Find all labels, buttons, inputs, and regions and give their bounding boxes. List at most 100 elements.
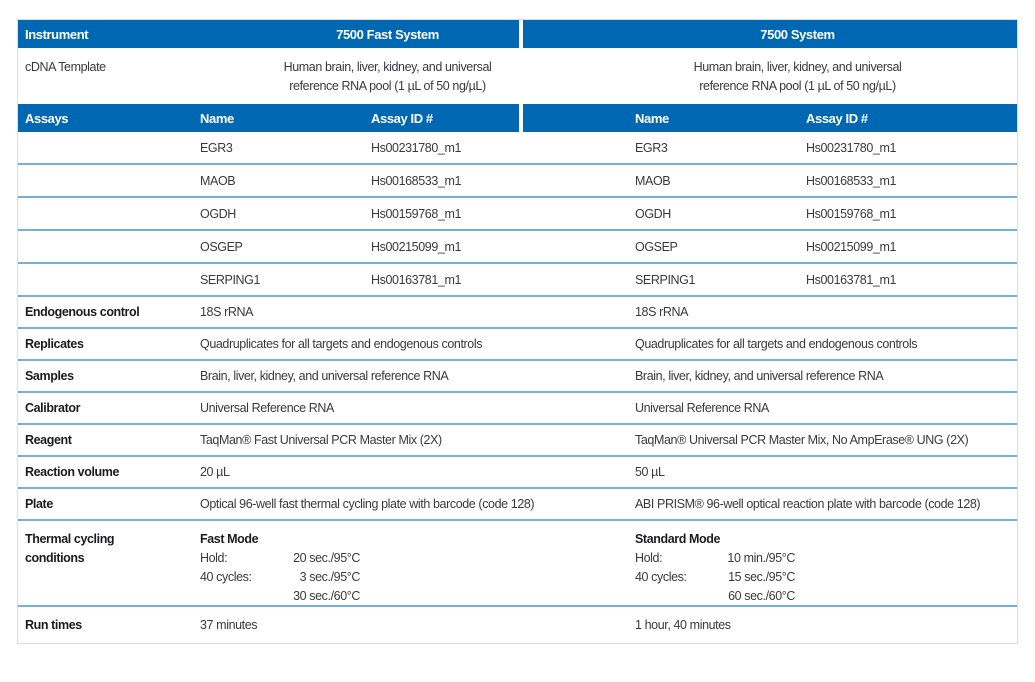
standard-value-text: TaqMan® Universal PCR Master Mix, No Amp… — [635, 433, 969, 447]
assay-id-fast: Hs00231780_m1 — [361, 132, 519, 163]
assay-name-standard: OGSEP — [631, 231, 796, 262]
thermal-cycling-row: Thermal cycling conditions Fast Mode Hol… — [18, 521, 1017, 607]
fast-value: Optical 96-well fast thermal cycling pla… — [196, 489, 535, 519]
assay-name-fast: SERPING1 — [196, 264, 361, 295]
assay-id-text: Hs00163781_m1 — [371, 272, 462, 287]
row-label-text: Replicates — [25, 337, 84, 351]
assay-id-text: Hs00163781_m1 — [806, 272, 897, 287]
detail-row-samples: Samples Brain, liver, kidney, and univer… — [18, 361, 1017, 393]
fast-value: TaqMan® Fast Universal PCR Master Mix (2… — [196, 425, 519, 455]
fast-assay-id-header-text: Assay ID # — [371, 110, 433, 126]
standard-value: 1 hour, 40 minutes — [631, 607, 1017, 643]
assays-label: Assays — [18, 104, 196, 132]
row-label: Reaction volume — [18, 457, 196, 487]
standard-assay-id-column-header: Assay ID # — [796, 104, 1017, 132]
standard-thermal-block: Standard Mode Hold: 10 min./95°C 40 cycl… — [635, 530, 795, 606]
fast-value: Universal Reference RNA — [196, 393, 519, 423]
row-label-text: Run times — [25, 618, 82, 632]
fast-value: 37 minutes — [196, 607, 519, 643]
assay-row: EGR3 Hs00231780_m1 EGR3 Hs00231780_m1 — [18, 132, 1017, 165]
row-label: Run times — [18, 607, 196, 643]
fast-value-text: Brain, liver, kidney, and universal refe… — [200, 369, 449, 383]
assay-id-fast: Hs00159768_m1 — [361, 198, 519, 229]
fast-value: 20 µL — [196, 457, 519, 487]
assay-id-text: Hs00231780_m1 — [806, 140, 897, 155]
assay-id-fast: Hs00168533_m1 — [361, 165, 519, 196]
fast-value-text: 20 µL — [200, 465, 230, 479]
assay-name-fast: MAOB — [196, 165, 361, 196]
step-value: 20 sec./95°C — [293, 551, 360, 565]
fast-value: Brain, liver, kidney, and universal refe… — [196, 361, 519, 391]
assay-row: MAOB Hs00168533_m1 MAOB Hs00168533_m1 — [18, 165, 1017, 198]
row-label: Samples — [18, 361, 196, 391]
assay-row: OSGEP Hs00215099_m1 OGSEP Hs00215099_m1 — [18, 231, 1017, 264]
detail-row-endogenous-control: Endogenous control 18S rRNA 18S rRNA — [18, 297, 1017, 329]
assay-id-standard: Hs00168533_m1 — [796, 165, 1017, 196]
thermal-step: 40 cycles: 3 sec./95°C — [200, 568, 360, 587]
detail-row-reaction-volume: Reaction volume 20 µL 50 µL — [18, 457, 1017, 489]
assay-id-text: Hs00168533_m1 — [371, 173, 462, 188]
step-value: 60 sec./60°C — [728, 589, 795, 603]
row-label: Calibrator — [18, 393, 196, 423]
assay-name-fast: OSGEP — [196, 231, 361, 262]
thermal-step: 60 sec./60°C — [635, 587, 795, 606]
assay-name-text: EGR3 — [635, 140, 668, 155]
standard-value: Universal Reference RNA — [631, 393, 1017, 423]
fast-mode-title: Fast Mode — [200, 532, 259, 546]
fast-value: Quadruplicates for all targets and endog… — [196, 329, 519, 359]
assay-name-fast: OGDH — [196, 198, 361, 229]
row-label-text: Samples — [25, 369, 74, 383]
cdna-template-row: cDNA Template Human brain, liver, kidney… — [18, 48, 1017, 104]
thermal-label-line2: conditions — [25, 551, 85, 565]
thermal-step: 30 sec./60°C — [200, 587, 360, 606]
assay-name-text: OGSEP — [635, 239, 678, 254]
standard-assay-id-header-text: Assay ID # — [806, 110, 868, 126]
assays-header-spacer — [523, 104, 631, 132]
assay-id-text: Hs00168533_m1 — [806, 173, 897, 188]
instrument-comparison-table: Instrument 7500 Fast System 7500 System … — [17, 19, 1018, 644]
assay-name-text: OSGEP — [200, 239, 243, 254]
row-label-text: Calibrator — [25, 401, 81, 415]
step-name: 40 cycles: — [200, 570, 252, 584]
thermal-label-line1: Thermal cycling — [25, 532, 115, 546]
standard-system-title: 7500 System — [523, 20, 1017, 48]
assay-name-standard: EGR3 — [631, 132, 796, 163]
standard-value-text: 1 hour, 40 minutes — [635, 618, 731, 632]
step-name: Hold: — [635, 551, 663, 565]
fast-thermal-conditions: Fast Mode Hold: 20 sec./95°C 40 cycles: … — [196, 521, 519, 606]
fast-value: 18S rRNA — [196, 297, 519, 327]
standard-value-text: Brain, liver, kidney, and universal refe… — [635, 369, 884, 383]
thermal-step: 40 cycles: 15 sec./95°C — [635, 568, 795, 587]
fast-value-text: Universal Reference RNA — [200, 401, 334, 415]
assay-name-text: SERPING1 — [200, 272, 261, 287]
assay-id-text: Hs00215099_m1 — [806, 239, 897, 254]
detail-row-reagent: Reagent TaqMan® Fast Universal PCR Maste… — [18, 425, 1017, 457]
assay-name-text: MAOB — [200, 173, 236, 188]
fast-name-header-text: Name — [200, 110, 234, 126]
standard-value-text: Quadruplicates for all targets and endog… — [635, 337, 918, 351]
assay-name-text: OGDH — [200, 206, 236, 221]
step-value: 10 min./95°C — [727, 551, 795, 565]
standard-value: 18S rRNA — [631, 297, 1017, 327]
row-label-text: Reagent — [25, 433, 72, 447]
row-label-text: Thermal cycling conditions — [25, 530, 115, 568]
fast-value-text: 18S rRNA — [200, 305, 254, 319]
instrument-header-row: Instrument 7500 Fast System 7500 System — [18, 20, 1017, 48]
assay-id-text: Hs00231780_m1 — [371, 140, 462, 155]
step-name — [635, 587, 723, 606]
step-value: 3 sec./95°C — [299, 570, 361, 584]
cdna-fast-line2: reference RNA pool (1 µL of 50 ng/µL) — [289, 79, 486, 93]
cdna-fast-line1: Human brain, liver, kidney, and universa… — [283, 60, 492, 74]
fast-assay-id-column-header: Assay ID # — [361, 104, 519, 132]
fast-value-text: Optical 96-well fast thermal cycling pla… — [200, 497, 535, 511]
fast-thermal-block: Fast Mode Hold: 20 sec./95°C 40 cycles: … — [200, 530, 360, 606]
assay-id-standard: Hs00231780_m1 — [796, 132, 1017, 163]
cdna-template-label: cDNA Template — [18, 48, 196, 104]
assay-id-text: Hs00159768_m1 — [806, 206, 897, 221]
row-label-text: Endogenous control — [25, 305, 140, 319]
assay-id-standard: Hs00215099_m1 — [796, 231, 1017, 262]
standard-value: Brain, liver, kidney, and universal refe… — [631, 361, 1017, 391]
fast-system-title-text: 7500 Fast System — [336, 26, 439, 42]
step-value: 15 sec./95°C — [728, 570, 795, 584]
assays-label-text: Assays — [25, 110, 69, 126]
